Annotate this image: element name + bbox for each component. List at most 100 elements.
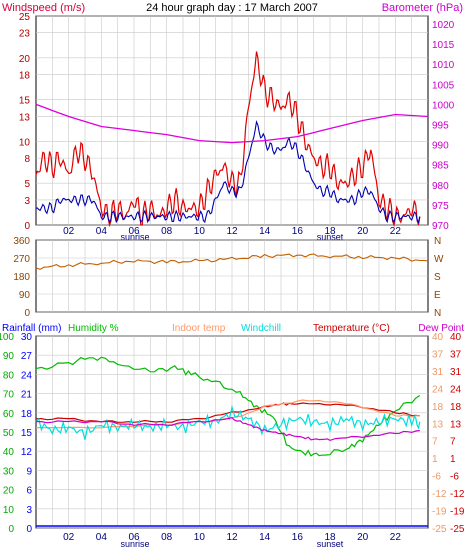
indoor-temp-tick-label: 7 xyxy=(432,437,438,448)
hour-tick-label: 08 xyxy=(161,532,173,543)
humidity-tick-label: 0 xyxy=(8,524,14,535)
barometer-tick-label: 1010 xyxy=(432,60,455,71)
direction-tick-label: 180 xyxy=(13,272,30,283)
sunset-label-top: sunset xyxy=(317,232,344,242)
direction-tick-label: 0 xyxy=(24,308,30,319)
compass-label: N xyxy=(434,236,441,247)
temperature-tick-label: -12 xyxy=(450,489,465,500)
rainfall-axis-label: Rainfall (mm) xyxy=(2,323,61,334)
barometer-tick-label: 1005 xyxy=(432,80,455,91)
rainfall-tick-label: 15 xyxy=(21,428,33,439)
temperature-tick-label: 24 xyxy=(450,384,462,395)
humidity-tick-label: 10 xyxy=(3,505,15,516)
direction-tick-label: 90 xyxy=(19,290,31,301)
rainfall-tick-label: 0 xyxy=(26,524,32,535)
indoor-temp-tick-label: 40 xyxy=(432,332,444,343)
humidity-legend-label: Humidity % xyxy=(68,323,119,334)
hour-tick-label: 02 xyxy=(63,532,75,543)
temperature-tick-label: -6 xyxy=(450,472,459,483)
windspeed-tick-label: 23 xyxy=(19,29,31,40)
hour-tick-label: 06 xyxy=(128,226,140,237)
windspeed-tick-label: 25 xyxy=(19,12,31,23)
windspeed-axis-label: Windspeed (m/s) xyxy=(2,2,85,14)
temperature-tick-label: 37 xyxy=(450,349,462,360)
sunrise-label-top: sunrise xyxy=(120,232,149,242)
humidity-tick-label: 50 xyxy=(3,428,15,439)
hour-tick-label: 22 xyxy=(390,532,402,543)
indoor-temp-tick-label: -6 xyxy=(432,472,441,483)
temperature-legend-label: Temperature (°C) xyxy=(313,323,390,334)
temperature-tick-label: -25 xyxy=(450,524,465,535)
rainfall-tick-label: 9 xyxy=(26,466,32,477)
windchill-line xyxy=(35,404,421,440)
hour-tick-label: 12 xyxy=(226,532,238,543)
humidity-tick-label: 80 xyxy=(3,370,15,381)
windspeed-tick-label: 20 xyxy=(19,54,31,65)
hour-tick-label: 22 xyxy=(390,226,402,237)
humidity-tick-label: 90 xyxy=(3,351,15,362)
dewpoint-line xyxy=(35,417,420,442)
hour-tick-label: 04 xyxy=(96,226,108,237)
temperature-tick-label: 40 xyxy=(450,332,462,343)
barometer-tick-label: 975 xyxy=(432,201,449,212)
humidity-line xyxy=(35,356,421,457)
temperature-tick-label: 31 xyxy=(450,367,462,378)
indoor-temp-tick-label: -12 xyxy=(432,489,447,500)
barometer-tick-label: 970 xyxy=(432,221,449,232)
rainfall-tick-label: 30 xyxy=(21,332,33,343)
barometer-tick-label: 1020 xyxy=(432,20,455,31)
rainfall-tick-label: 6 xyxy=(26,486,32,497)
hour-tick-label: 10 xyxy=(194,532,206,543)
barometer-tick-label: 1015 xyxy=(432,40,455,51)
temperature-tick-label: -19 xyxy=(450,507,465,518)
hour-tick-label: 20 xyxy=(357,532,369,543)
barometer-tick-label: 985 xyxy=(432,161,449,172)
humidity-tick-label: 20 xyxy=(3,486,15,497)
windspeed-tick-label: 0 xyxy=(24,221,30,232)
hour-tick-label: 18 xyxy=(324,532,336,543)
rainfall-tick-label: 3 xyxy=(26,505,32,516)
rainfall-tick-label: 18 xyxy=(21,409,33,420)
hour-tick-label: 08 xyxy=(161,226,173,237)
hour-tick-label: 20 xyxy=(357,226,369,237)
hour-tick-label: 16 xyxy=(292,226,304,237)
windspeed-tick-label: 5 xyxy=(24,179,30,190)
indoor-temp-tick-label: -25 xyxy=(432,524,447,535)
compass-label: E xyxy=(434,290,441,301)
compass-label: N xyxy=(434,308,441,319)
rainfall-tick-label: 21 xyxy=(21,390,33,401)
windspeed-tick-label: 13 xyxy=(19,112,31,123)
temperature-tick-label: 13 xyxy=(450,419,462,430)
barometer-tick-label: 1000 xyxy=(432,100,455,111)
compass-label: S xyxy=(434,272,441,283)
hour-tick-label: 04 xyxy=(96,532,108,543)
indoor-temp-tick-label: 1 xyxy=(432,454,438,465)
direction-tick-label: 270 xyxy=(13,254,30,265)
rainfall-tick-label: 27 xyxy=(21,351,33,362)
rainfall-tick-label: 24 xyxy=(21,370,33,381)
hour-tick-label: 18 xyxy=(324,226,336,237)
dew-point-legend-label: Dew Point xyxy=(418,323,464,334)
sunrise-label-bottom: sunrise xyxy=(120,539,149,549)
indoor-temp-tick-label: 24 xyxy=(432,384,444,395)
humidity-tick-label: 40 xyxy=(3,447,15,458)
windspeed-tick-label: 8 xyxy=(24,154,30,165)
chart-title: 24 hour graph day : 17 March 2007 xyxy=(146,2,318,14)
compass-label: W xyxy=(434,254,444,265)
direction-tick-label: 360 xyxy=(13,236,30,247)
wind-average-line xyxy=(35,119,421,224)
hour-tick-label: 14 xyxy=(259,532,271,543)
rainfall-tick-label: 12 xyxy=(21,447,33,458)
windchill-legend-label: Windchill xyxy=(241,323,281,334)
hour-tick-label: 10 xyxy=(194,226,206,237)
humidity-tick-label: 100 xyxy=(0,332,14,343)
windspeed-tick-label: 15 xyxy=(19,96,31,107)
barometer-tick-label: 980 xyxy=(432,181,449,192)
windspeed-tick-label: 3 xyxy=(24,196,30,207)
hour-tick-label: 02 xyxy=(63,226,75,237)
barometer-axis-label: Barometer (hPa) xyxy=(382,2,463,14)
barometer-tick-label: 990 xyxy=(432,141,449,152)
indoor-temp-tick-label: 31 xyxy=(432,367,444,378)
